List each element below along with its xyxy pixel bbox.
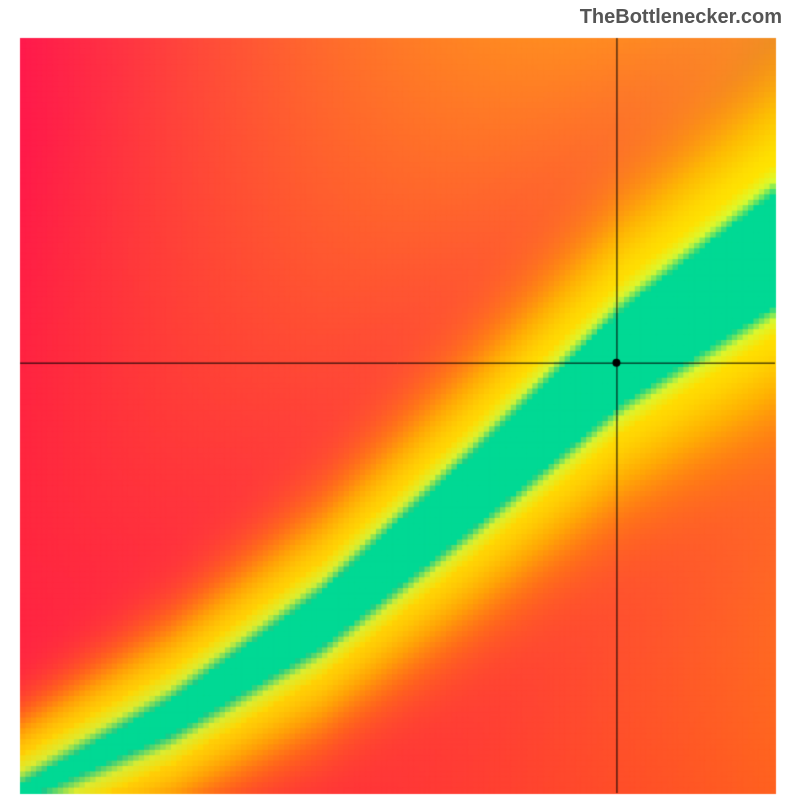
attribution-label: TheBottlenecker.com: [580, 6, 782, 29]
bottleneck-heatmap: [0, 0, 800, 800]
